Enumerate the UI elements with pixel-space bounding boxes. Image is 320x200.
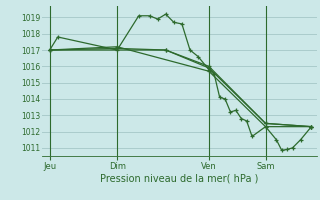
X-axis label: Pression niveau de la mer( hPa ): Pression niveau de la mer( hPa ): [100, 173, 258, 183]
